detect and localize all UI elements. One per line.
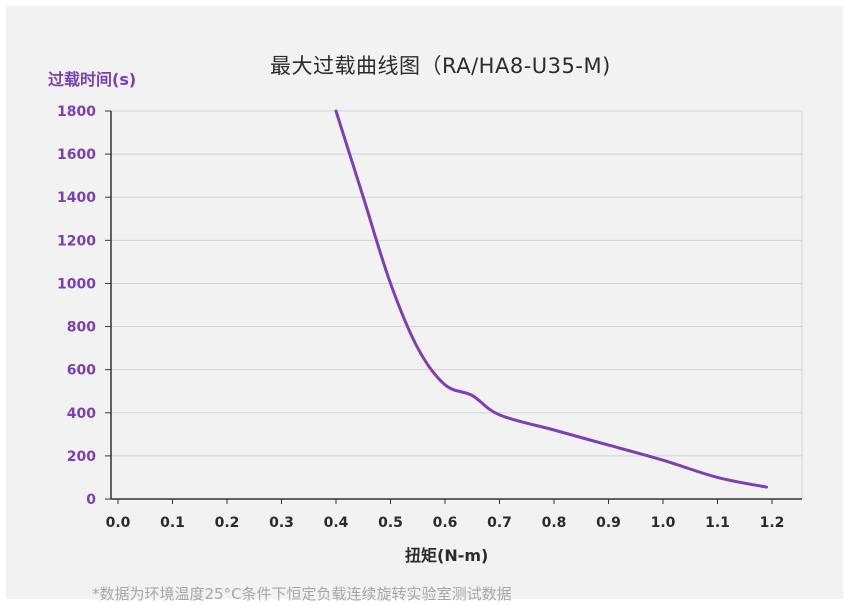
axes <box>110 111 802 500</box>
footnote: *数据为环境温度25°C条件下恒定负载连续旋转实验室测试数据 <box>92 585 512 603</box>
x-tick-label: 1.0 <box>651 515 676 531</box>
y-tick-label: 400 <box>67 406 96 422</box>
x-tick-label: 1.2 <box>760 515 785 531</box>
x-tick-label: 0.7 <box>487 515 512 531</box>
x-tick-label: 1.1 <box>705 515 730 531</box>
y-tick-label: 600 <box>67 363 96 379</box>
x-axis-ticks: 0.0 0.1 0.2 0.3 0.4 0.5 0.6 0.7 0.8 0.9 1.0 1.1 1.2 <box>106 499 785 531</box>
y-tick-label: 1400 <box>57 190 96 206</box>
series-group <box>334 109 768 489</box>
chart-panel <box>6 6 843 599</box>
x-tick-label: 0.5 <box>378 515 403 531</box>
x-tick-label: 0.4 <box>324 515 349 531</box>
x-tick-label: 0.1 <box>160 515 185 531</box>
grid-lines <box>111 110 803 499</box>
y-tick-label: 1000 <box>57 276 96 292</box>
y-tick-label: 1200 <box>57 233 96 249</box>
x-axis-label: 扭矩(N-m) <box>405 546 489 565</box>
y-axis-label: 过载时间(s) <box>48 70 137 89</box>
y-tick-label: 1800 <box>57 104 96 120</box>
chart-title: 最大过载曲线图（RA/HA8-U35-M) <box>270 54 611 78</box>
y-tick-label: 0 <box>86 492 96 508</box>
y-tick-label: 800 <box>67 320 96 336</box>
x-tick-label: 0.0 <box>106 515 131 531</box>
y-axis-ticks: 0 200 400 600 800 1000 1200 1400 1600 1800 <box>57 104 111 508</box>
x-tick-label: 0.6 <box>433 515 458 531</box>
x-tick-label: 0.2 <box>215 515 240 531</box>
y-tick-label: 1600 <box>57 147 96 163</box>
x-tick-label: 0.3 <box>269 515 294 531</box>
y-tick-label: 200 <box>67 449 96 465</box>
series-line <box>334 109 768 489</box>
x-tick-label: 0.9 <box>596 515 621 531</box>
x-tick-label: 0.8 <box>542 515 567 531</box>
